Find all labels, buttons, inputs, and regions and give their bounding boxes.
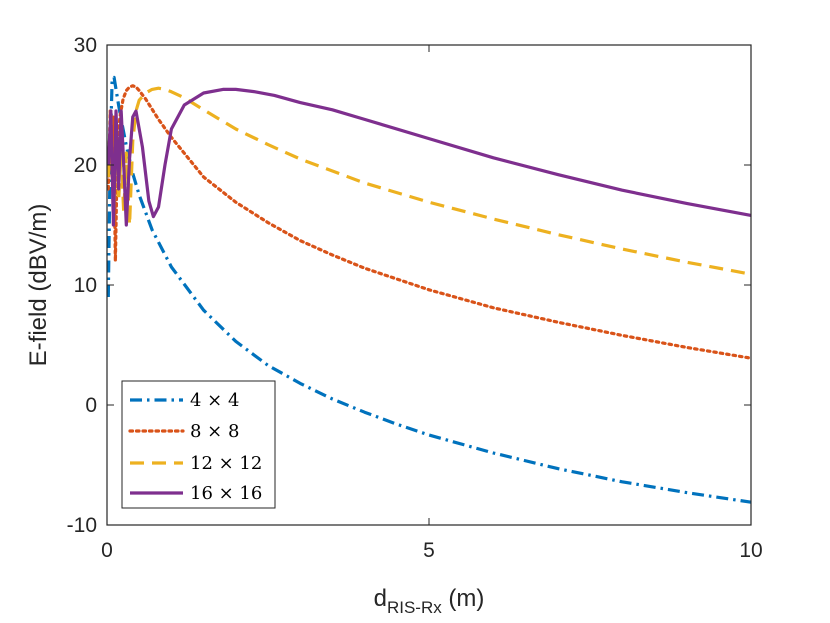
- x-tick-label: 5: [423, 539, 435, 562]
- x-tick-label: 0: [101, 539, 113, 562]
- series-line-1: [106, 75, 752, 504]
- legend-box: [121, 380, 276, 509]
- y-tick-label: 0: [85, 394, 97, 417]
- legend-label-2: 8 × 8: [190, 421, 239, 442]
- x-axis-label-subscript: RIS-Rx: [387, 598, 442, 617]
- series-line-4: [106, 87, 752, 227]
- series-layer: [106, 75, 753, 504]
- x-axis-label: dRIS-Rx (m): [374, 585, 485, 617]
- x-axis-label-unit: (m): [442, 585, 485, 612]
- x-axis-label-main: d: [374, 585, 387, 612]
- y-tick-label: 20: [74, 154, 97, 177]
- legend: 4 × 4 8 × 8 12 × 12 16 × 16: [121, 380, 276, 509]
- x-tick-label: 10: [739, 539, 762, 562]
- legend-entries: 4 × 4 8 × 8 12 × 12 16 × 16: [128, 390, 262, 504]
- legend-label-4: 16 × 16: [190, 483, 262, 504]
- y-tick-label: 10: [74, 274, 97, 297]
- y-tick-label: 30: [74, 34, 97, 57]
- y-tick-label: -10: [67, 514, 97, 537]
- legend-label-1: 4 × 4: [190, 390, 239, 411]
- series-line-2: [106, 84, 753, 360]
- y-axis-label: E-field (dBV/m): [25, 204, 52, 367]
- legend-label-3: 12 × 12: [190, 453, 262, 474]
